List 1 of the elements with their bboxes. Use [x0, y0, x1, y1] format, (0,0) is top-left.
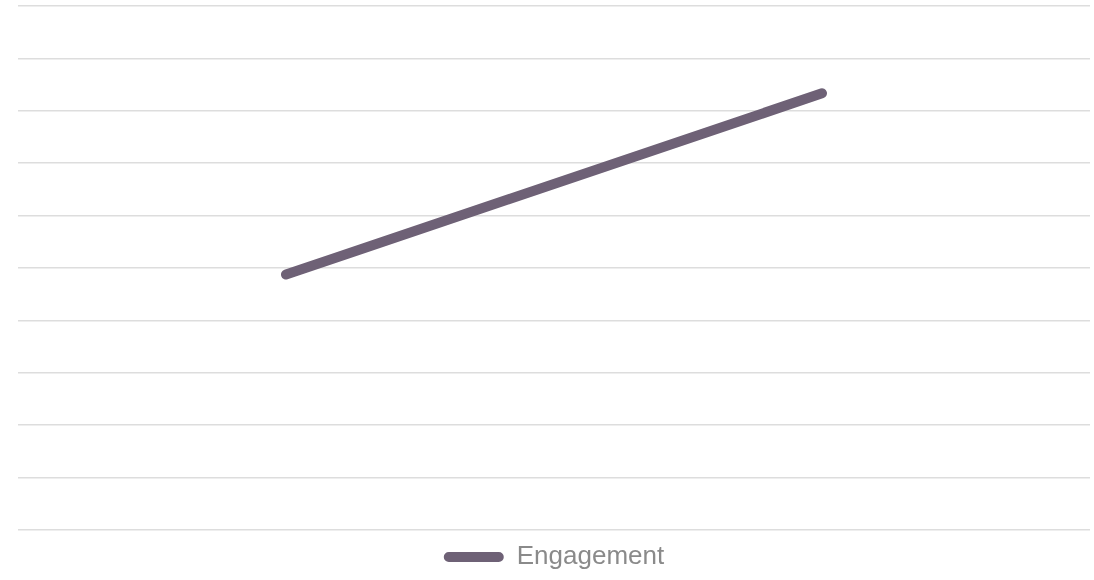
legend-label: Engagement — [516, 540, 665, 571]
